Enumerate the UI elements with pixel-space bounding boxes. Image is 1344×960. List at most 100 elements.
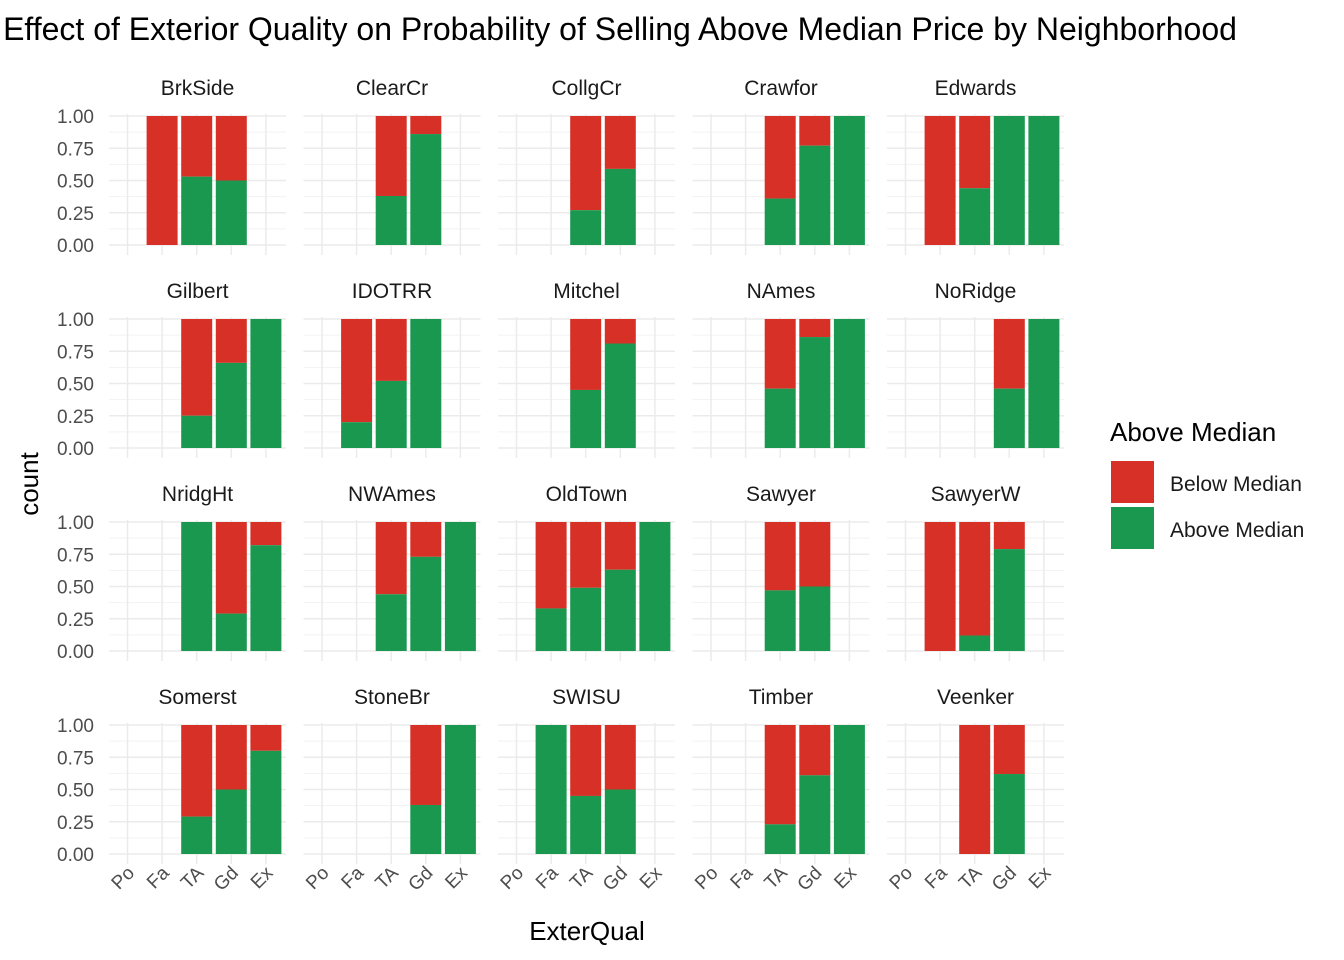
bar-below-median-clearcr-gd: [410, 116, 442, 135]
facet-label-timber: Timber: [749, 686, 814, 709]
bar-above-median-idotrr-gd: [410, 319, 442, 448]
facet-panel-nwames: NWAmes: [303, 483, 481, 661]
y-tick-label: 1.00: [57, 310, 94, 331]
bar-above-median-brkside-gd: [215, 180, 247, 245]
x-tick-label: Po: [108, 863, 139, 894]
bar-below-median-nwames-ta: [375, 522, 407, 595]
facet-panel-veenker: Veenker Po Fa TA Gd Ex: [886, 686, 1064, 895]
x-tick-label: Gd: [210, 863, 243, 896]
facet-label-noridge: NoRidge: [935, 280, 1017, 303]
bar-below-median-veenker-ta: [959, 725, 991, 854]
bar-below-median-collgcr-gd: [604, 116, 636, 169]
x-tick-label: Fa: [338, 862, 369, 893]
facet-label-sawyer: Sawyer: [746, 483, 816, 506]
y-tick-label: 0.50: [57, 578, 94, 599]
bar-above-median-edwards-ta: [959, 188, 991, 245]
bar-above-median-noridge-gd: [993, 388, 1025, 448]
bar-above-median-nwames-gd: [410, 556, 442, 651]
facet-panel-sawyerw: SawyerW: [887, 483, 1064, 661]
legend-key-above-median: [1111, 507, 1154, 549]
bar-above-median-oldtown-fa: [535, 608, 567, 651]
bar-above-median-timber-gd: [799, 775, 831, 854]
bar-above-median-brkside-ta: [181, 176, 213, 245]
bar-below-median-somerst-ex: [250, 725, 282, 751]
x-tick-label: Po: [886, 863, 917, 894]
bar-below-median-names-ta: [764, 319, 796, 389]
bar-above-median-mitchel-gd: [604, 343, 636, 448]
bar-below-median-mitchel-ta: [570, 319, 602, 390]
bar-below-median-swisu-ta: [570, 725, 602, 796]
facet-label-crawfor: Crawfor: [744, 77, 818, 100]
bar-above-median-timber-ta: [764, 824, 796, 854]
facet-label-swisu: SWISU: [552, 686, 621, 709]
bar-below-median-nwames-gd: [410, 522, 442, 557]
chart-title: Effect of Exterior Quality on Probabilit…: [3, 11, 1237, 47]
x-tick-label: TA: [761, 862, 792, 893]
bar-below-median-nridght-gd: [215, 522, 247, 614]
bar-above-median-sawyerw-gd: [993, 549, 1025, 651]
facet-label-brkside: BrkSide: [161, 77, 235, 100]
facet-label-sawyerw: SawyerW: [931, 483, 1021, 506]
y-tick-label: 1.00: [57, 716, 94, 737]
y-tick-label: 0.50: [57, 172, 94, 193]
x-tick-label: Gd: [988, 863, 1021, 896]
y-tick-label: 0.75: [57, 139, 94, 160]
bar-below-median-mitchel-gd: [604, 319, 636, 344]
facet-panel-oldtown: OldTown: [498, 483, 675, 661]
bar-above-median-oldtown-ex: [639, 522, 671, 651]
bar-below-median-oldtown-fa: [535, 522, 567, 609]
y-axis-title: count: [14, 451, 44, 515]
y-tick-label: 0.00: [57, 439, 94, 460]
bar-above-median-names-gd: [799, 337, 831, 448]
bar-above-median-crawfor-gd: [799, 145, 831, 245]
bar-above-median-clearcr-ta: [375, 195, 407, 245]
x-tick-label: Po: [691, 863, 722, 894]
x-tick-label: Ex: [441, 862, 472, 893]
x-tick-label: Po: [302, 863, 333, 894]
y-tick-label: 0.00: [57, 642, 94, 663]
bar-above-median-nwames-ta: [375, 594, 407, 651]
bar-above-median-oldtown-ta: [570, 587, 602, 651]
bar-above-median-somerst-ta: [181, 816, 213, 854]
y-tick-label: 0.75: [57, 545, 94, 566]
legend: Above Median Below Median Above Median: [1110, 417, 1304, 549]
facet-panel-gilbert: Gilbert 0.00 0.25 0.50 0.75 1.00: [57, 280, 286, 460]
bar-above-median-edwards-ex: [1028, 116, 1060, 245]
bar-above-median-veenker-gd: [993, 774, 1025, 854]
facet-panel-nridght: NridgHt 0.00 0.25 0.50 0.75 1.00: [57, 483, 286, 663]
bar-below-median-sawyerw-gd: [993, 522, 1025, 550]
x-tick-label: Gd: [405, 863, 438, 896]
facet-label-nridght: NridgHt: [162, 483, 233, 506]
bar-below-median-idotrr-fa: [341, 319, 373, 423]
facet-label-nwames: NWAmes: [348, 483, 436, 506]
bar-below-median-somerst-gd: [215, 725, 247, 790]
bar-below-median-oldtown-ta: [570, 522, 602, 588]
facet-label-clearcr: ClearCr: [356, 77, 428, 100]
bar-above-median-sawyerw-ta: [959, 635, 991, 651]
facet-label-edwards: Edwards: [935, 77, 1017, 100]
bar-below-median-clearcr-ta: [375, 116, 407, 196]
bar-below-median-edwards-fa: [924, 116, 956, 245]
facet-label-mitchel: Mitchel: [553, 280, 620, 303]
facet-panel-collgcr: CollgCr: [498, 77, 675, 255]
bar-above-median-nwames-ex: [444, 522, 476, 651]
bar-below-median-gilbert-ta: [181, 319, 213, 416]
y-tick-label: 0.25: [57, 204, 94, 225]
y-tick-label: 0.25: [57, 407, 94, 428]
bar-below-median-brkside-fa: [146, 116, 178, 245]
bar-below-median-sawyer-gd: [799, 522, 831, 587]
x-tick-label: TA: [955, 862, 986, 893]
facet-label-oldtown: OldTown: [546, 483, 628, 506]
x-tick-label: Gd: [599, 863, 632, 896]
bar-above-median-nridght-ta: [181, 522, 213, 651]
facet-panel-somerst: Somerst 0.00 0.25 0.50 0.75 1.00 Po Fa TA Gd Ex: [57, 686, 286, 895]
bar-above-median-mitchel-ta: [570, 389, 602, 448]
bar-below-median-somerst-ta: [181, 725, 213, 817]
x-tick-label: Ex: [830, 862, 861, 893]
x-tick-label: TA: [372, 862, 403, 893]
facet-panel-names: NAmes: [692, 280, 870, 458]
facet-label-somerst: Somerst: [158, 686, 236, 709]
y-tick-label: 0.75: [57, 748, 94, 769]
facet-panel-mitchel: Mitchel: [498, 280, 675, 458]
